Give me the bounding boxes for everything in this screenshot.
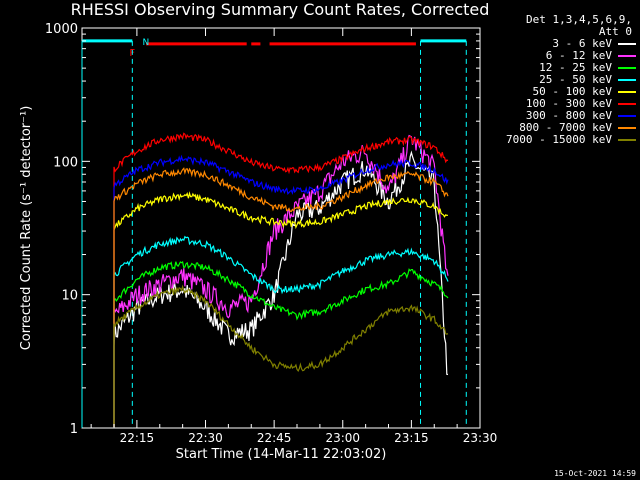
legend-label: 3 - 6 keV: [552, 37, 612, 50]
x-axis-label: Start Time (14-Mar-11 22:03:02): [176, 447, 387, 462]
series-25-50-kev: [113, 235, 449, 427]
y-tick-label: 1000: [45, 22, 78, 37]
flag-layer: NF: [81, 38, 467, 428]
series-300-800-kev: [113, 154, 449, 427]
series-3-6-kev: [113, 150, 449, 427]
legend-swatch: [618, 79, 636, 81]
y-tick-label: 100: [53, 155, 78, 170]
legend-swatch: [618, 103, 636, 105]
legend-label: 800 - 7000 keV: [519, 121, 612, 134]
legend-entry: 7000 - 15000 keV: [480, 134, 636, 146]
legend-header-1: Det 1,3,4,5,6,9,: [526, 13, 632, 26]
legend-entry: 100 - 300 keV: [480, 98, 636, 110]
axis-layer: 22:15 22:30 22:45 23:00 23:15 23:30 1 10 100 1000: [45, 22, 497, 445]
legend-label: 12 - 25 keV: [539, 61, 612, 74]
legend-swatch: [618, 55, 636, 57]
legend-entry: 50 - 100 keV: [480, 86, 636, 98]
legend-entry: 3 - 6 keV: [480, 38, 636, 50]
legend-swatch: [618, 115, 636, 117]
legend-entries: 3 - 6 keV 6 - 12 keV 12 - 25 keV 25 - 50 ke…: [480, 38, 636, 146]
x-tick-label: 22:30: [188, 431, 223, 445]
legend-entry: 800 - 7000 keV: [480, 122, 636, 134]
legend-entry: 12 - 25 keV: [480, 62, 636, 74]
legend-label: 50 - 100 keV: [532, 85, 612, 98]
legend-label: 300 - 800 keV: [525, 109, 612, 122]
legend-entry: 25 - 50 keV: [480, 74, 636, 86]
series-50-100-kev: [113, 191, 448, 427]
x-tick-label: 22:15: [120, 431, 155, 445]
y-tick-label: 1: [70, 422, 78, 437]
x-tick-label: 23:00: [325, 431, 360, 445]
legend-swatch: [618, 127, 636, 129]
legend-label: 25 - 50 keV: [539, 73, 612, 86]
night-marker: N: [142, 38, 149, 48]
legend-label: 6 - 12 keV: [545, 49, 612, 62]
x-tick-label: 23:30: [463, 431, 498, 445]
legend-header-2: Att 0: [598, 25, 632, 38]
legend-entry: 300 - 800 keV: [480, 110, 636, 122]
x-tick-label: 23:15: [394, 431, 429, 445]
legend-entry: 6 - 12 keV: [480, 50, 636, 62]
x-tick-label: 22:45: [257, 431, 292, 445]
series-6-12-kev: [113, 134, 449, 427]
y-tick-label: 10: [61, 289, 78, 304]
footer-stamp: 15-Oct-2021 14:59: [554, 469, 636, 478]
series-layer: [113, 132, 449, 427]
chart-title: RHESSI Observing Summary Count Rates, Co…: [70, 0, 490, 19]
legend-swatch: [618, 43, 636, 45]
legend-label: 100 - 300 keV: [525, 97, 612, 110]
legend-swatch: [618, 67, 636, 69]
series-100-300-kev: [113, 132, 449, 427]
series-800-7000-kev: [113, 167, 449, 427]
legend-swatch: [618, 91, 636, 93]
legend: Det 1,3,4,5,6,9, Att 0 3 - 6 keV 6 - 12 k…: [480, 14, 636, 146]
y-axis-label: Corrected Count Rate (s⁻¹ detector⁻¹): [19, 106, 34, 351]
legend-swatch: [618, 139, 636, 141]
legend-label: 7000 - 15000 keV: [506, 133, 612, 146]
series-12-25-kev: [113, 261, 449, 427]
series-7000-15000-kev: [113, 284, 449, 427]
